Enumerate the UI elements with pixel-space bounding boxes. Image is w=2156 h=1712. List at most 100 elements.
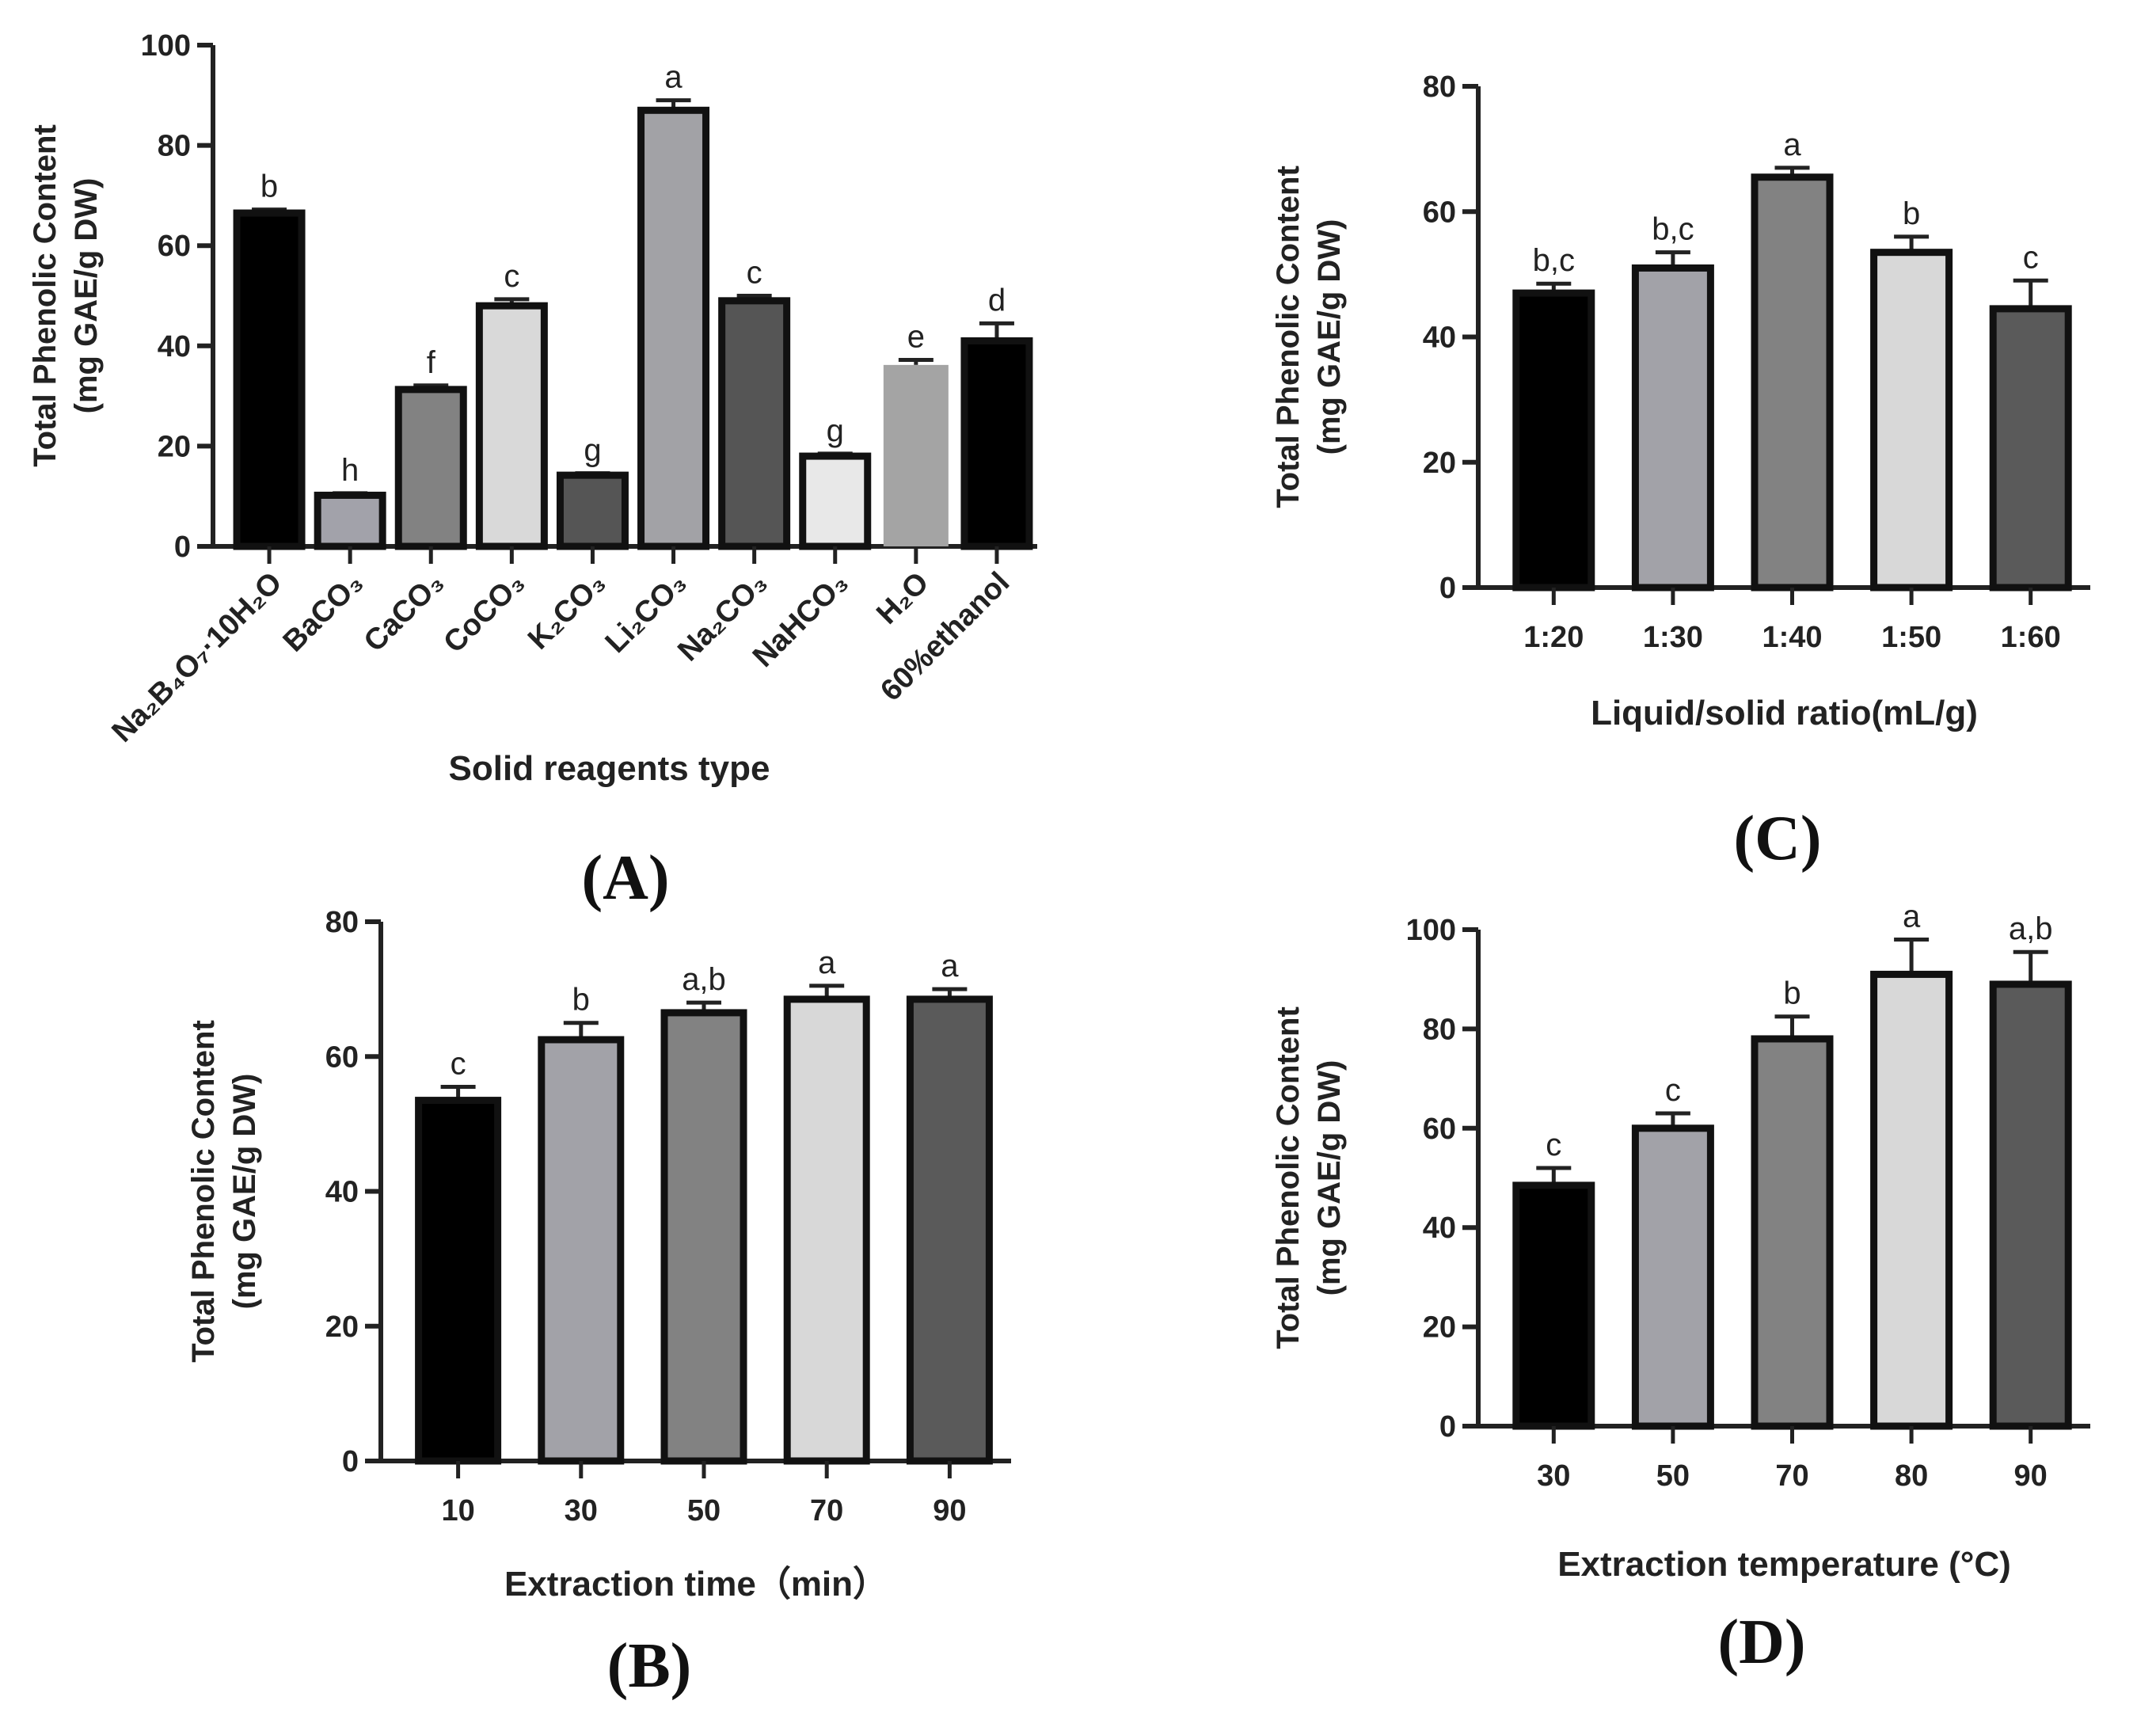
bar: [394, 386, 467, 550]
y-axis-label: Total Phenolic Content: [1271, 165, 1306, 508]
x-tick-label: 80: [1895, 1459, 1928, 1493]
panel-label: (D): [1717, 1607, 1805, 1677]
y-axis-label: Total Phenolic Content: [186, 1020, 221, 1363]
y-axis-label-units: (mg GAE/g DW): [1312, 1060, 1347, 1296]
bar: [1870, 249, 1953, 592]
bar: [660, 1009, 747, 1465]
significance-label: b: [572, 983, 590, 1018]
bar: [415, 1097, 502, 1465]
x-tick-label: 1:40: [1762, 621, 1822, 654]
significance-label: a,b: [682, 962, 726, 997]
y-tick-label: 60: [1423, 1113, 1456, 1146]
bar: [883, 364, 949, 546]
bar: [1631, 264, 1714, 592]
y-axis-label: Total Phenolic Content: [28, 124, 63, 467]
bar: [556, 471, 629, 550]
y-tick-label: 80: [158, 130, 191, 163]
significance-label: b,c: [1652, 212, 1694, 247]
x-tick-label: 1:20: [1523, 621, 1584, 654]
significance-label: d: [988, 283, 1006, 318]
x-axis-label: Extraction time（min）: [504, 1565, 888, 1604]
x-tick-label: 30: [1537, 1459, 1570, 1493]
x-tick-label: 1:60: [2001, 621, 2061, 654]
bar: [960, 337, 1033, 550]
x-tick-label: 90: [2014, 1459, 2048, 1493]
significance-label: a: [664, 60, 683, 95]
bar: [538, 1036, 625, 1465]
significance-label: a: [1783, 127, 1801, 162]
y-tick-label: 80: [1423, 70, 1456, 104]
bar: [475, 302, 548, 550]
x-tick-label: H₂O: [870, 566, 935, 631]
significance-label: c: [747, 256, 762, 291]
chart-panel-a: 0 20 40 60 80 100 b Na₂B₄O₇·10H₂O h BaCO₃ f CaCO₃ c C…: [28, 29, 1037, 913]
chart-panel-b: 0 20 40 60 80 c 10 b 30 a,b 50 a 70 a 90 Total Phenolic…: [186, 906, 1011, 1701]
significance-label: e: [907, 320, 925, 355]
x-tick-label: 1:30: [1643, 621, 1703, 654]
y-axis-label: Total Phenolic Content: [1271, 1006, 1306, 1349]
bar: [1512, 289, 1595, 592]
x-tick-label: 90: [933, 1494, 966, 1527]
significance-label: b: [1903, 196, 1920, 231]
bar: [1989, 305, 2072, 592]
significance-label: b: [1783, 976, 1800, 1011]
y-tick-label: 20: [325, 1311, 359, 1344]
bar: [1631, 1124, 1714, 1430]
significance-label: b: [260, 169, 278, 204]
x-tick-label: CaCO₃: [358, 566, 451, 659]
bar: [718, 297, 791, 550]
y-tick-label: 0: [1439, 572, 1456, 605]
x-tick-label: BaCO₃: [277, 566, 370, 659]
y-axis-label-units: (mg GAE/g DW): [227, 1074, 262, 1310]
x-tick-label: 50: [687, 1494, 721, 1527]
bar: [906, 995, 993, 1465]
significance-label: a: [1903, 900, 1921, 934]
y-tick-label: 40: [158, 330, 191, 363]
chart-panel-c: 0 20 40 60 80 b,c 1:20 b,c 1:30 a 1:40 b 1:50 c 1:60 To…: [1271, 70, 2090, 873]
y-tick-label: 20: [158, 430, 191, 463]
significance-label: h: [341, 453, 359, 488]
x-tick-label: 70: [810, 1494, 843, 1527]
y-tick-label: 0: [174, 531, 191, 564]
panel-label: (B): [607, 1631, 692, 1701]
panel-label: (A): [581, 843, 669, 913]
y-axis-label-units: (mg GAE/g DW): [69, 178, 104, 414]
bar: [1870, 970, 1953, 1430]
y-tick-label: 20: [1423, 447, 1456, 480]
bar: [233, 209, 306, 550]
x-axis-label: Extraction temperature (°C): [1557, 1545, 2011, 1584]
y-tick-label: 20: [1423, 1311, 1456, 1345]
significance-label: a,b: [2009, 911, 2053, 946]
x-tick-label: Na₂B₄O₇·10H₂O: [105, 566, 288, 749]
x-tick-label: 30: [565, 1494, 598, 1527]
significance-label: a: [941, 949, 959, 983]
bar: [783, 995, 870, 1465]
bar: [1751, 173, 1834, 592]
y-tick-label: 60: [158, 230, 191, 263]
significance-label: c: [504, 259, 519, 294]
y-tick-label: 0: [342, 1445, 359, 1478]
x-tick-label: CoCO₃: [437, 566, 530, 660]
significance-label: c: [2023, 240, 2039, 275]
x-axis-label: Liquid/solid ratio(mL/g): [1591, 694, 1978, 732]
significance-label: a: [818, 945, 836, 980]
bar: [799, 452, 872, 550]
x-tick-label: 50: [1656, 1459, 1690, 1493]
chart-panel-d: 0 20 40 60 80 100 c 30 c 50 b 70 a 80 a,b 90 Total Pheno…: [1271, 900, 2090, 1677]
panel-label: (C): [1733, 804, 1821, 873]
y-tick-label: 40: [325, 1176, 359, 1209]
significance-label: c: [1665, 1073, 1681, 1108]
y-tick-label: 0: [1439, 1410, 1456, 1444]
y-axis-label-units: (mg GAE/g DW): [1312, 219, 1347, 455]
x-tick-label: 10: [441, 1494, 474, 1527]
x-tick-label: 1:50: [1881, 621, 1941, 654]
y-tick-label: 60: [1423, 196, 1456, 229]
x-tick-label: K₂CO₃: [522, 566, 612, 656]
y-tick-label: 100: [1406, 914, 1456, 947]
y-tick-label: 80: [1423, 1013, 1456, 1046]
significance-label: f: [427, 345, 436, 380]
y-tick-label: 100: [141, 29, 191, 63]
bar: [1989, 980, 2072, 1430]
y-tick-label: 80: [325, 906, 359, 939]
